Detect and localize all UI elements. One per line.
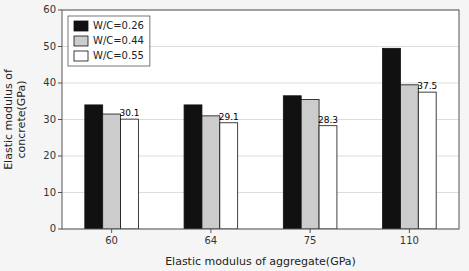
- x-tick-label: 110: [400, 235, 419, 246]
- x-axis: 60 64 75 110: [105, 229, 419, 246]
- bars: [85, 48, 436, 229]
- data-label: 28.3: [318, 115, 338, 125]
- plot-area: [62, 10, 459, 229]
- legend-frame: [68, 16, 150, 66]
- bar: [202, 116, 220, 229]
- y-tick: [58, 229, 62, 230]
- bar: [121, 119, 139, 229]
- bar: [301, 99, 319, 229]
- legend-swatch: [74, 51, 88, 61]
- data-label: 29.1: [219, 112, 239, 122]
- legend-item: W/C=0.44: [74, 35, 144, 46]
- x-tick-label: 60: [105, 235, 118, 246]
- bar: [184, 105, 202, 229]
- y-tick: [58, 10, 62, 11]
- bar: [418, 92, 436, 229]
- legend-label: W/C=0.26: [93, 20, 144, 31]
- x-tick: [409, 229, 410, 233]
- y-tick-label: 0: [50, 223, 56, 234]
- legend-item: W/C=0.55: [74, 50, 144, 61]
- x-tick-label: 75: [304, 235, 317, 246]
- y-tick-label: 10: [43, 187, 56, 198]
- y-tick: [58, 83, 62, 84]
- bar: [103, 114, 121, 229]
- y-tick: [58, 46, 62, 47]
- y-tick: [58, 156, 62, 157]
- bar: [319, 126, 337, 229]
- x-tick: [310, 229, 311, 233]
- legend-item: W/C=0.26: [74, 20, 144, 31]
- y-tick: [58, 119, 62, 120]
- y-tick-label: 40: [43, 77, 56, 88]
- y-tick-label: 60: [43, 4, 56, 15]
- y-tick: [58, 192, 62, 193]
- data-label: 30.1: [119, 108, 139, 118]
- bar: [85, 105, 103, 229]
- bar: [400, 85, 418, 229]
- y-tick-label: 20: [43, 150, 56, 161]
- chart-container: 0 10 20 30 40 50 60 30.1 29.1 28.3 37.5 60 64 75 110 El…: [0, 0, 469, 271]
- data-labels: 30.1 29.1 28.3 37.5: [119, 81, 437, 125]
- bar: [283, 96, 301, 229]
- x-tick: [111, 229, 112, 233]
- legend: W/C=0.26 W/C=0.44 W/C=0.55: [68, 16, 150, 66]
- legend-label: W/C=0.55: [93, 50, 144, 61]
- legend-swatch: [74, 21, 88, 31]
- x-axis-label: Elastic modulus of aggregate(GPa): [165, 255, 356, 268]
- legend-swatch: [74, 36, 88, 46]
- plot-frame: [62, 10, 459, 229]
- y-axis: 0 10 20 30 40 50 60: [43, 4, 459, 234]
- y-axis-label: Elastic modulus ofconcrete(GPa): [2, 68, 28, 170]
- x-tick-label: 64: [205, 235, 218, 246]
- bar: [220, 123, 238, 229]
- y-tick-label: 50: [43, 41, 56, 52]
- chart-svg: 0 10 20 30 40 50 60 30.1 29.1 28.3 37.5 60 64 75 110 El…: [0, 0, 469, 271]
- y-tick-label: 30: [43, 114, 56, 125]
- background: [0, 0, 469, 271]
- data-label: 37.5: [417, 81, 437, 91]
- x-tick: [210, 229, 211, 233]
- bar: [383, 48, 401, 229]
- legend-label: W/C=0.44: [93, 35, 144, 46]
